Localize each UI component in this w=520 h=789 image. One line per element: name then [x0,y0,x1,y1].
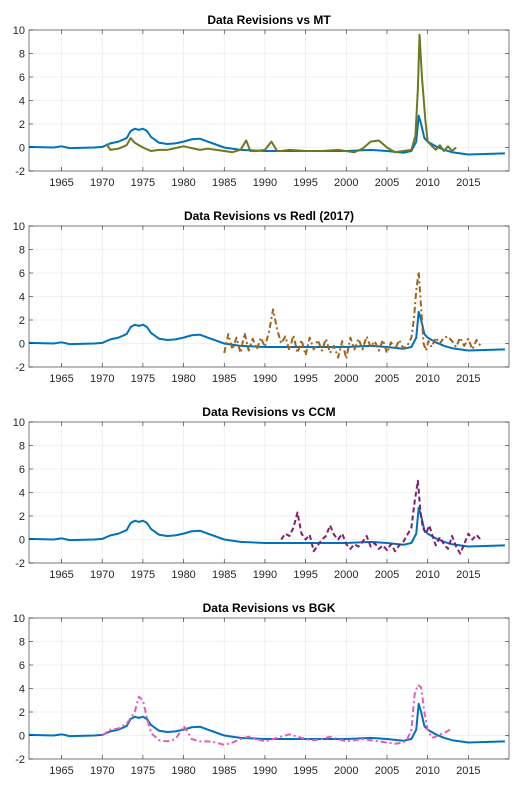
x-tick-label: 1970 [90,569,114,581]
y-tick-label: -2 [15,754,25,766]
y-tick-label: 4 [19,96,25,108]
x-tick-label: 1975 [131,373,155,385]
y-tick-label: 8 [19,49,25,61]
chart-panel-3: 1965 1970 1975 1980 1985 1990 1995 2000 2005 2010… [13,405,510,581]
y-tick-label: 0 [19,143,25,155]
x-tick-label: 1995 [293,569,317,581]
y-tick-label: 2 [19,119,25,131]
y-tick-label: 4 [19,684,25,696]
series-line-2 [101,683,453,746]
x-tick-label: 2015 [456,569,480,581]
x-tick-label: 1965 [49,569,73,581]
y-tick-label: 10 [13,25,25,37]
y-tick-label: 2 [19,315,25,327]
x-tick-label: 1980 [171,765,195,777]
y-tick-label: 4 [19,292,25,304]
y-tick-label: 2 [19,707,25,719]
x-tick-label: 1980 [171,569,195,581]
y-tick-label: 0 [19,339,25,351]
x-tick-label: 1965 [49,177,73,189]
series-line-1 [29,702,505,744]
y-tick-label: 6 [19,464,25,476]
series-line-2 [280,479,482,555]
series-line-1 [29,310,505,352]
y-tick-label: 8 [19,637,25,649]
x-tick-label: 2010 [415,373,439,385]
x-tick-label: 1990 [253,373,277,385]
series-line-1 [29,114,505,156]
y-tick-label: 10 [13,613,25,625]
x-tick-label: 1965 [49,373,73,385]
chart-title: Data Revisions vs BGK [203,601,336,615]
x-tick-label: 2015 [456,177,480,189]
y-tick-label: -2 [15,558,25,570]
x-tick-label: 2010 [415,569,439,581]
x-tick-label: 1965 [49,765,73,777]
x-tick-label: 1995 [293,765,317,777]
x-tick-label: 2000 [334,569,358,581]
x-tick-label: 1970 [90,177,114,189]
y-tick-label: 6 [19,660,25,672]
y-tick-label: 8 [19,441,25,453]
x-tick-label: 1990 [253,765,277,777]
x-tick-label: 1980 [171,177,195,189]
y-tick-label: 10 [13,417,25,429]
x-tick-label: 1980 [171,373,195,385]
x-tick-label: 2005 [375,569,399,581]
x-tick-label: 2005 [375,765,399,777]
x-tick-label: 1990 [253,177,277,189]
x-tick-label: 2005 [375,177,399,189]
x-tick-label: 1985 [212,177,236,189]
chart-panel-4: 1965 1970 1975 1980 1985 1990 1995 2000 2005 2010… [13,601,510,777]
x-tick-label: 1995 [293,177,317,189]
y-tick-label: 10 [13,221,25,233]
x-tick-label: 2000 [334,177,358,189]
chart-panel-2: 1965 1970 1975 1980 1985 1990 1995 2000 2005 2010… [13,209,510,385]
x-tick-label: 1975 [131,765,155,777]
series-line-2 [223,270,482,360]
y-tick-label: 8 [19,245,25,257]
y-tick-label: 4 [19,488,25,500]
chart-title: Data Revisions vs MT [207,13,331,27]
chart-title: Data Revisions vs Redl (2017) [184,209,354,223]
y-tick-label: 0 [19,535,25,547]
x-tick-label: 2015 [456,373,480,385]
x-tick-label: 1975 [131,177,155,189]
x-tick-label: 1985 [212,373,236,385]
y-tick-label: 0 [19,731,25,743]
x-tick-label: 2015 [456,765,480,777]
x-tick-label: 1970 [90,373,114,385]
x-tick-label: 1990 [253,569,277,581]
chart-title: Data Revisions vs CCM [202,405,335,419]
x-tick-label: 2005 [375,373,399,385]
x-tick-label: 2010 [415,765,439,777]
y-tick-label: -2 [15,166,25,178]
x-tick-label: 2000 [334,765,358,777]
chart-panel-1: 1965 1970 1975 1980 1985 1990 1995 2000 2005 2010… [13,13,510,189]
y-tick-label: 2 [19,511,25,523]
x-tick-label: 1995 [293,373,317,385]
y-tick-label: 6 [19,268,25,280]
x-tick-label: 1985 [212,569,236,581]
x-tick-label: 1975 [131,569,155,581]
x-tick-label: 1970 [90,765,114,777]
x-tick-label: 1985 [212,765,236,777]
y-tick-label: -2 [15,362,25,374]
x-tick-label: 2000 [334,373,358,385]
series-line-2 [105,33,457,154]
y-tick-label: 6 [19,72,25,84]
x-tick-label: 2010 [415,177,439,189]
